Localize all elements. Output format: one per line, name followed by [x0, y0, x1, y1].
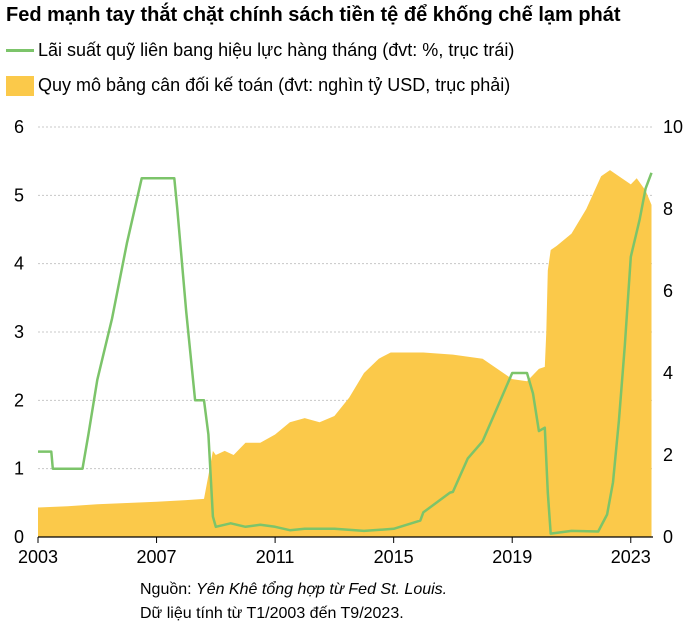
legend-area-swatch [6, 75, 34, 96]
y-left-tick-label: 3 [14, 322, 24, 342]
source-credit: Yên Khê tổng hợp từ Fed St. Louis. [196, 581, 448, 598]
x-tick-label: 2015 [374, 547, 414, 567]
source-line-1: Nguồn: Yên Khê tổng hợp từ Fed St. Louis… [140, 578, 447, 602]
y-right-tick-label: 8 [663, 199, 673, 219]
y-left-tick-label: 4 [14, 254, 24, 274]
chart-title: Fed mạnh tay thắt chặt chính sách tiền t… [6, 4, 621, 26]
legend-item-fed-funds-rate: Lãi suất quỹ liên bang hiệu lực hàng thá… [6, 40, 514, 61]
source-note: Nguồn: Yên Khê tổng hợp từ Fed St. Louis… [140, 578, 447, 626]
source-prefix: Nguồn: [140, 581, 197, 598]
source-line-2: Dữ liệu tính từ T1/2003 đến T9/2023. [140, 605, 404, 622]
y-left-tick-label: 2 [14, 390, 24, 410]
legend-label-fed-funds-rate: Lãi suất quỹ liên bang hiệu lực hàng thá… [38, 40, 515, 60]
legend-line-swatch [6, 49, 34, 52]
x-tick-label: 2007 [137, 547, 177, 567]
series-area-balance-sheet [38, 170, 652, 537]
x-tick-label: 2011 [256, 547, 295, 567]
y-right-tick-label: 10 [663, 117, 683, 137]
y-left-tick-label: 5 [14, 185, 24, 205]
series-line-fed-funds-rate [38, 172, 653, 535]
y-right-tick-label: 6 [663, 281, 673, 301]
legend-item-balance-sheet: Quy mô bảng cân đối kế toán (đvt: nghìn … [6, 75, 510, 96]
x-tick-label: 2019 [492, 547, 532, 567]
y-left-tick-label: 6 [14, 117, 24, 137]
x-tick-label: 2023 [611, 547, 651, 567]
y-right-tick-label: 2 [663, 445, 673, 465]
y-right-tick-label: 4 [663, 363, 673, 383]
y-left-tick-label: 1 [14, 459, 24, 479]
legend-label-balance-sheet: Quy mô bảng cân đối kế toán (đvt: nghìn … [38, 75, 511, 95]
y-right-tick-label: 0 [663, 527, 673, 547]
x-tick-label: 2003 [18, 547, 58, 567]
y-left-tick-label: 0 [14, 527, 24, 547]
